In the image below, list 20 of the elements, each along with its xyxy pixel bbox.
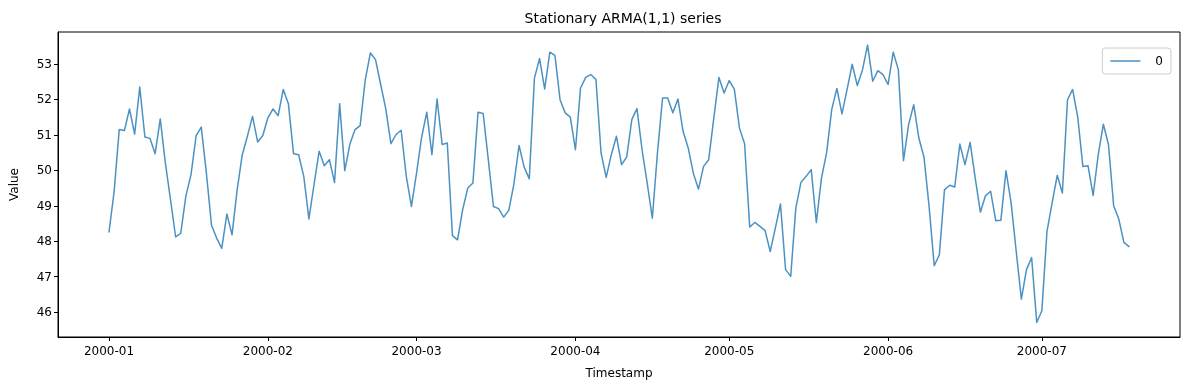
- y-tick-label: 52: [36, 92, 52, 107]
- x-tick-label: 2000-06: [863, 344, 914, 358]
- y-tick-label: 49: [36, 198, 52, 213]
- y-tick-label: 50: [36, 163, 52, 178]
- y-axis-title: Value: [7, 168, 21, 201]
- x-tick-label: 2000-01: [83, 344, 135, 358]
- x-tick-label: 2000-02: [242, 344, 293, 358]
- legend-label: 0: [1155, 54, 1164, 68]
- y-tick-label: 51: [36, 127, 52, 142]
- y-tick-label: 46: [36, 305, 52, 320]
- y-tick-label: 47: [36, 269, 52, 284]
- y-tick-label: 53: [36, 56, 52, 71]
- x-tick-label: 2000-05: [704, 344, 755, 358]
- x-tick-label: 2000-03: [391, 344, 442, 358]
- chart-title: Stationary ARMA(1,1) series: [524, 10, 722, 26]
- x-tick-label: 2000-07: [1016, 344, 1067, 358]
- x-tick-label: 2000-04: [550, 344, 601, 358]
- y-tick-label: 48: [36, 234, 52, 249]
- line-series: [108, 44, 1130, 324]
- x-axis-title: Timestamp: [584, 366, 653, 380]
